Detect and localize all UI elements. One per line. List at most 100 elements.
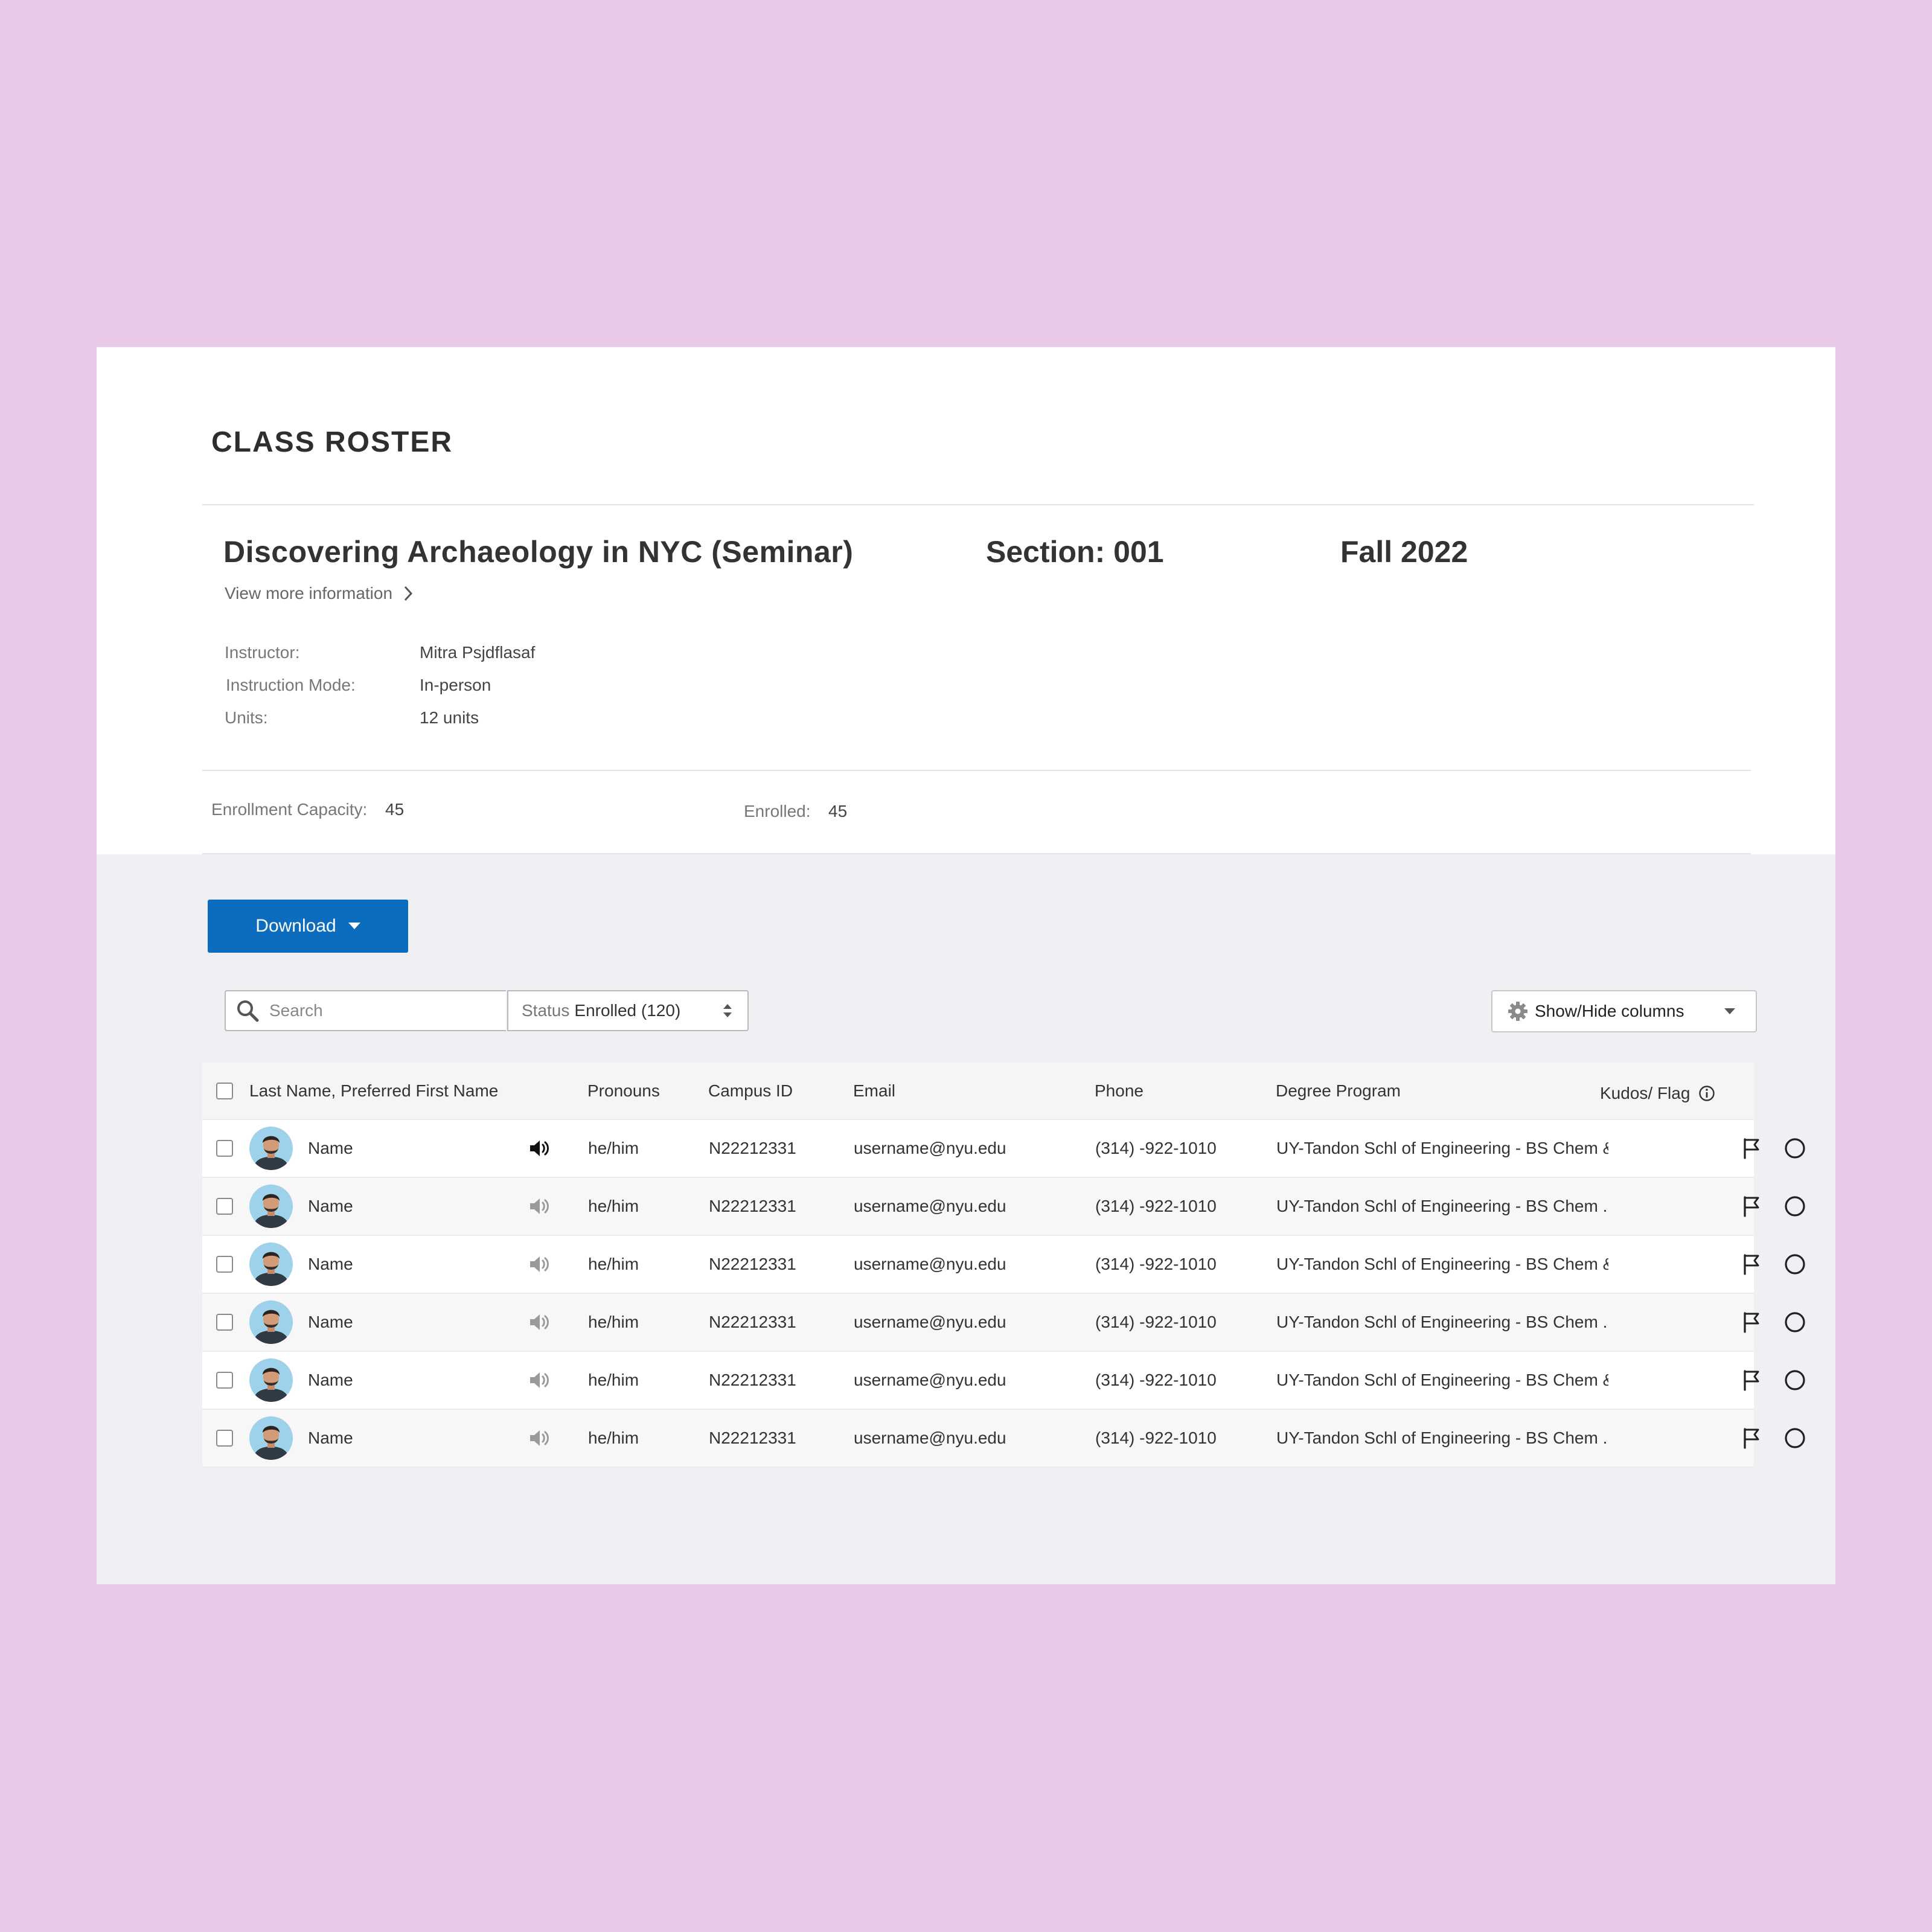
speaker-icon[interactable] bbox=[528, 1138, 551, 1159]
phone: (314) -922-1010 bbox=[1095, 1255, 1217, 1273]
campus-id: N22212331 bbox=[709, 1428, 796, 1447]
student-name[interactable]: Name bbox=[308, 1371, 353, 1389]
row-checkbox[interactable] bbox=[216, 1314, 233, 1331]
roster-table: Last Name, Preferred First Name Pronouns… bbox=[202, 1063, 1805, 1468]
column-header-kudos-flag[interactable]: Kudos/ Flag bbox=[1600, 1083, 1690, 1102]
avatar[interactable] bbox=[249, 1416, 293, 1460]
pronouns: he/him bbox=[588, 1313, 639, 1331]
email[interactable]: username@nyu.edu bbox=[854, 1428, 1006, 1447]
campus-id: N22212331 bbox=[709, 1197, 796, 1215]
status-filter-select[interactable]: Status Enrolled (120) bbox=[507, 990, 749, 1031]
avatar[interactable] bbox=[249, 1300, 293, 1344]
table-row: Name he/him N22212331 username@nyu.edu (… bbox=[202, 1178, 1805, 1236]
download-label: Download bbox=[255, 916, 336, 936]
enrollment-capacity-label: Enrollment Capacity: bbox=[211, 800, 368, 819]
flag-icon[interactable] bbox=[1742, 1195, 1761, 1217]
circle-icon[interactable] bbox=[1784, 1195, 1806, 1217]
email[interactable]: username@nyu.edu bbox=[854, 1139, 1006, 1157]
flag-icon[interactable] bbox=[1742, 1137, 1761, 1159]
student-name[interactable]: Name bbox=[308, 1197, 353, 1215]
email[interactable]: username@nyu.edu bbox=[854, 1371, 1006, 1389]
table-row: Name he/him N22212331 username@nyu.edu (… bbox=[202, 1410, 1805, 1468]
row-checkbox[interactable] bbox=[216, 1430, 233, 1447]
column-header-phone[interactable]: Phone bbox=[1095, 1081, 1144, 1100]
phone: (314) -922-1010 bbox=[1095, 1371, 1217, 1389]
status-value: Enrolled (120) bbox=[574, 1001, 681, 1020]
speaker-icon[interactable] bbox=[528, 1254, 551, 1275]
status-prefix: Status bbox=[522, 1001, 570, 1020]
phone: (314) -922-1010 bbox=[1095, 1428, 1217, 1447]
pronouns: he/him bbox=[588, 1139, 639, 1157]
row-checkbox[interactable] bbox=[216, 1198, 233, 1215]
degree-program: UY-Tandon Schl of Engineering - BS Chem … bbox=[1276, 1255, 1608, 1273]
flag-icon[interactable] bbox=[1742, 1311, 1761, 1333]
speaker-icon[interactable] bbox=[528, 1428, 551, 1448]
degree-program: UY-Tandon Schl of Engineering - BS Chem … bbox=[1276, 1371, 1608, 1389]
course-section: Section: 001 bbox=[986, 535, 1164, 569]
table-row: Name he/him N22212331 username@nyu.edu (… bbox=[202, 1120, 1805, 1178]
circle-icon[interactable] bbox=[1784, 1253, 1806, 1275]
pronouns: he/him bbox=[588, 1197, 639, 1215]
show-hide-columns-button[interactable]: Show/Hide columns bbox=[1491, 990, 1757, 1032]
column-header-name[interactable]: Last Name, Preferred First Name bbox=[249, 1081, 499, 1100]
units-value: 12 units bbox=[420, 708, 479, 727]
email[interactable]: username@nyu.edu bbox=[854, 1255, 1006, 1273]
avatar[interactable] bbox=[249, 1185, 293, 1228]
view-more-link[interactable]: View more information bbox=[225, 584, 413, 603]
flag-icon[interactable] bbox=[1742, 1427, 1761, 1449]
pronouns: he/him bbox=[588, 1428, 639, 1447]
search-field[interactable] bbox=[225, 990, 506, 1031]
student-name[interactable]: Name bbox=[308, 1313, 353, 1331]
roster-card: CLASS ROSTER Discovering Archaeology in … bbox=[97, 347, 1835, 1584]
select-all-checkbox[interactable] bbox=[216, 1082, 233, 1099]
download-button[interactable]: Download bbox=[208, 900, 408, 953]
pronouns: he/him bbox=[588, 1371, 639, 1389]
flag-icon[interactable] bbox=[1742, 1253, 1761, 1275]
row-checkbox[interactable] bbox=[216, 1256, 233, 1273]
avatar[interactable] bbox=[249, 1127, 293, 1170]
info-icon[interactable] bbox=[1698, 1085, 1715, 1102]
table-row: Name he/him N22212331 username@nyu.edu (… bbox=[202, 1294, 1805, 1352]
row-checkbox[interactable] bbox=[216, 1140, 233, 1157]
column-header-email[interactable]: Email bbox=[853, 1081, 896, 1100]
avatar[interactable] bbox=[249, 1358, 293, 1402]
caret-down-icon bbox=[348, 923, 360, 929]
instruction-mode-value: In-person bbox=[420, 676, 491, 694]
divider bbox=[202, 853, 1751, 854]
search-input[interactable] bbox=[268, 1000, 488, 1021]
avatar[interactable] bbox=[249, 1243, 293, 1286]
phone: (314) -922-1010 bbox=[1095, 1139, 1217, 1157]
instructor-value: Mitra Psjdflasaf bbox=[420, 643, 536, 662]
student-name[interactable]: Name bbox=[308, 1139, 353, 1157]
campus-id: N22212331 bbox=[709, 1313, 796, 1331]
divider bbox=[202, 770, 1751, 771]
enrollment-capacity-value: 45 bbox=[385, 800, 405, 819]
email[interactable]: username@nyu.edu bbox=[854, 1313, 1006, 1331]
flag-icon[interactable] bbox=[1742, 1369, 1761, 1391]
speaker-icon[interactable] bbox=[528, 1370, 551, 1390]
student-name[interactable]: Name bbox=[308, 1255, 353, 1273]
student-name[interactable]: Name bbox=[308, 1428, 353, 1447]
gear-icon bbox=[1508, 1002, 1527, 1021]
column-header-campus-id[interactable]: Campus ID bbox=[708, 1081, 793, 1100]
speaker-icon[interactable] bbox=[528, 1196, 551, 1217]
circle-icon[interactable] bbox=[1784, 1427, 1806, 1449]
row-checkbox[interactable] bbox=[216, 1372, 233, 1389]
email[interactable]: username@nyu.edu bbox=[854, 1197, 1006, 1215]
column-header-pronouns[interactable]: Pronouns bbox=[587, 1081, 660, 1100]
degree-program: UY-Tandon Schl of Engineering - BS Chem … bbox=[1276, 1139, 1608, 1157]
course-term: Fall 2022 bbox=[1340, 535, 1468, 569]
divider bbox=[202, 504, 1754, 505]
circle-icon[interactable] bbox=[1784, 1311, 1806, 1333]
circle-icon[interactable] bbox=[1784, 1137, 1806, 1159]
circle-icon[interactable] bbox=[1784, 1369, 1806, 1391]
enrolled-label: Enrolled: bbox=[744, 802, 811, 820]
enrolled-value: 45 bbox=[828, 802, 848, 820]
degree-program: UY-Tandon Schl of Engineering - BS Chem … bbox=[1276, 1197, 1608, 1215]
column-header-degree[interactable]: Degree Program bbox=[1276, 1081, 1401, 1100]
speaker-icon[interactable] bbox=[528, 1312, 551, 1332]
units-label: Units: bbox=[225, 708, 268, 727]
sort-icon bbox=[723, 1004, 732, 1017]
caret-down-icon bbox=[1724, 1008, 1735, 1014]
campus-id: N22212331 bbox=[709, 1371, 796, 1389]
